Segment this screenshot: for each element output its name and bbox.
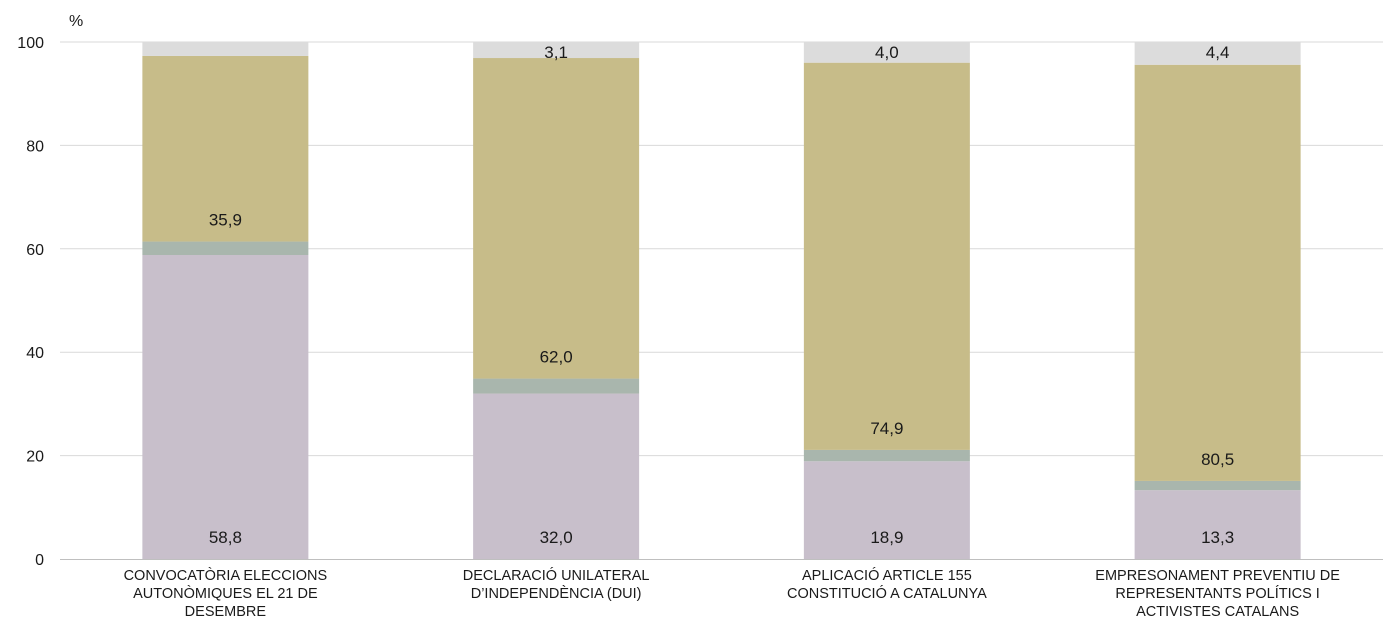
bar-segment [142,55,309,242]
category-label: REPRESENTANTS POLÍTICS I [1115,585,1319,602]
data-label: 32,0 [540,528,573,547]
category-label: ACTIVISTES CATALANS [1136,604,1299,620]
category-label: APLICACIÓ ARTICLE 155 [802,567,972,584]
category-label: D’INDEPENDÈNCIA (DUI) [471,585,642,602]
bar-segment [1134,42,1301,65]
bar-segment [803,62,970,450]
data-label: 18,9 [870,528,903,547]
data-label: 13,3 [1201,528,1234,547]
data-label: 62,0 [540,348,573,367]
y-axis: 0 20 40 60 80 100 [17,35,44,569]
y-tick-label: 40 [26,345,44,362]
bar-stacks [142,42,1301,559]
y-tick-label: 100 [17,35,44,52]
bar-segment [1134,490,1301,559]
bar-segment [803,449,970,462]
y-axis-unit-label: % [69,13,83,30]
category-label: CONVOCATÒRIA ELECCIONS [124,567,328,584]
category-label: CONSTITUCIÓ A CATALUNYA [787,585,987,602]
y-tick-label: 80 [26,138,44,155]
bar-segment [142,241,309,256]
y-tick-label: 20 [26,449,44,466]
y-tick-label: 60 [26,242,44,259]
bar-segment [473,378,640,394]
data-label: 80,5 [1201,450,1234,469]
data-labels: 58,8 35,9 32,0 62,0 3,1 18,9 74,9 4,0 13,3 80,5 4,… [209,43,1234,547]
bar-segment [803,461,970,559]
bar-segment [473,58,640,379]
bar-segment [803,42,970,63]
bar-segment [1134,480,1301,491]
data-label: 4,4 [1206,43,1230,62]
category-label: DECLARACIÓ UNILATERAL [463,567,650,584]
data-label: 4,0 [875,43,899,62]
category-label: DESEMBRE [185,604,267,620]
bar-segment [142,255,309,559]
bar-segment [473,393,640,559]
y-tick-label: 0 [35,552,44,569]
category-label: AUTONÒMIQUES EL 21 DE [133,585,318,602]
data-label: 74,9 [870,419,903,438]
data-label: 58,8 [209,528,242,547]
bar-segment [142,42,309,56]
data-label: 35,9 [209,211,242,230]
bar-segment [1134,64,1301,481]
category-label: EMPRESONAMENT PREVENTIU DE [1095,568,1340,584]
bar-segment [473,42,640,59]
data-label: 3,1 [544,43,568,62]
